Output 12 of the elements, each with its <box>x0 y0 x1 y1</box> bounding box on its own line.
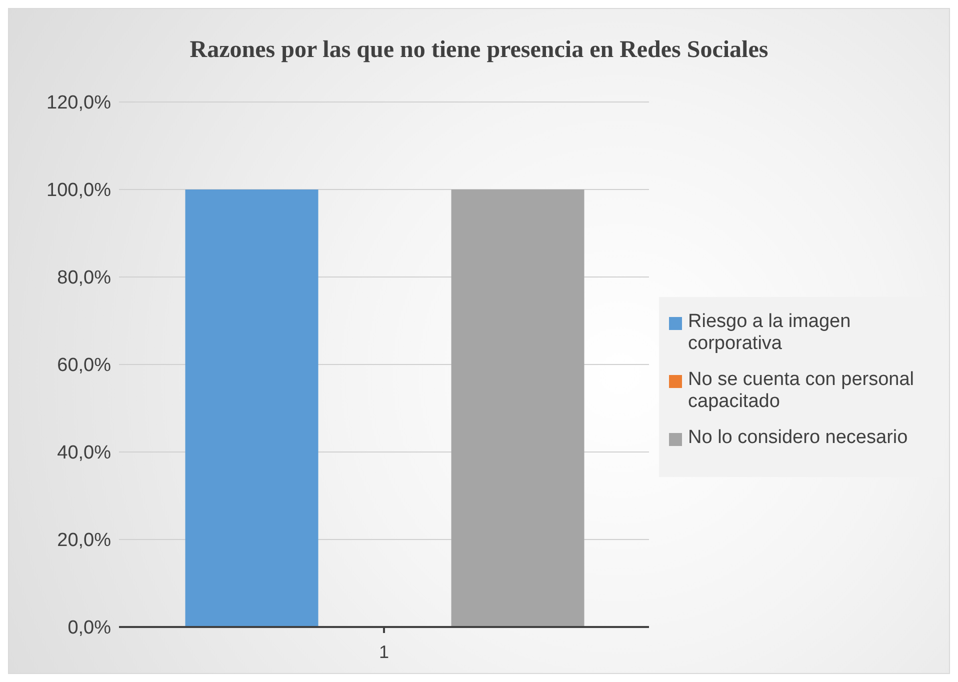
y-tick-label: 20,0% <box>57 530 112 552</box>
y-tick-label: 0,0% <box>68 618 112 639</box>
legend-label: Riesgo a la imagen corporativa <box>688 311 852 355</box>
legend-label: No se cuenta con personal capacitado <box>688 369 916 413</box>
legend-label: No lo considero necesario <box>688 427 908 449</box>
y-tick-label: 60,0% <box>57 355 112 376</box>
y-tick-label: 120,0% <box>46 92 112 114</box>
x-tick-label: 1 <box>378 642 390 662</box>
y-tick-label: 100,0% <box>46 180 112 202</box>
chart-title: Razones por las que no tiene presencia en Redes Sociales <box>188 36 770 65</box>
y-tick-label: 80,0% <box>57 268 112 289</box>
y-tick-label: 40,0% <box>57 442 112 464</box>
